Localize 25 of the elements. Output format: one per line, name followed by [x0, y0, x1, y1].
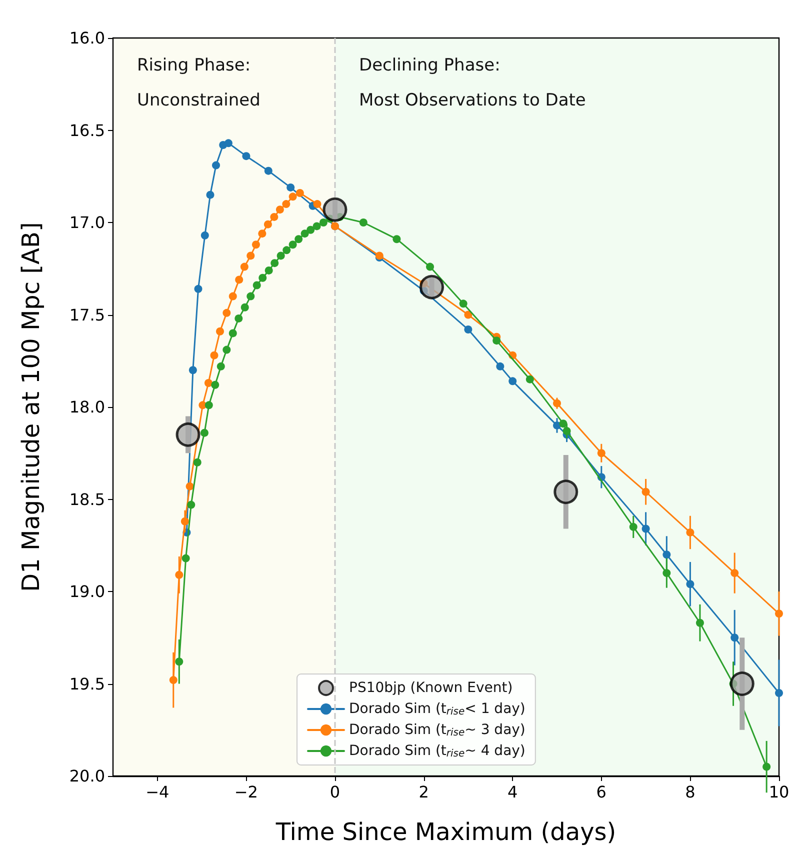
y-tick-label: 16.5: [69, 120, 105, 140]
x-tick-label: −4: [146, 782, 170, 802]
x-tick-label: 0: [330, 782, 340, 802]
y-tick-label: 20.0: [69, 766, 105, 786]
legend-label: Dorado Sim (trise< 1 day): [349, 701, 526, 718]
y-tick-label: 18.5: [69, 490, 105, 509]
y-axis-title: D1 Magnitude at 100 Mpc [AB]: [17, 222, 45, 592]
y-tick-label: 16.0: [69, 28, 105, 48]
legend-label: Dorado Sim (trise~ 4 day): [349, 743, 526, 760]
y-tick-label: 18.0: [69, 398, 105, 416]
legend-label: Dorado Sim (trise~ 3 day): [349, 722, 526, 738]
y-tick-label: 19.0: [69, 582, 105, 601]
y-tick-label: 17.0: [69, 213, 105, 232]
x-tick-label: 8: [685, 782, 696, 802]
x-axis-title: Time Since Maximum (days): [274, 818, 616, 846]
x-tick-label: −2: [234, 782, 258, 802]
y-tick-label: 19.5: [69, 674, 105, 694]
x-tick-label: 6: [596, 782, 606, 802]
legend-label: PS10bjp (Known Event): [349, 680, 513, 696]
band-label: Declining Phase: Most Observations to Date: [359, 56, 586, 110]
x-tick-label: 4: [508, 782, 518, 802]
x-tick-label: 10: [768, 782, 790, 802]
y-tick-label: 17.5: [69, 305, 105, 324]
x-tick-label: 2: [418, 782, 429, 802]
band-label: Rising Phase: Unconstrained: [137, 56, 260, 110]
